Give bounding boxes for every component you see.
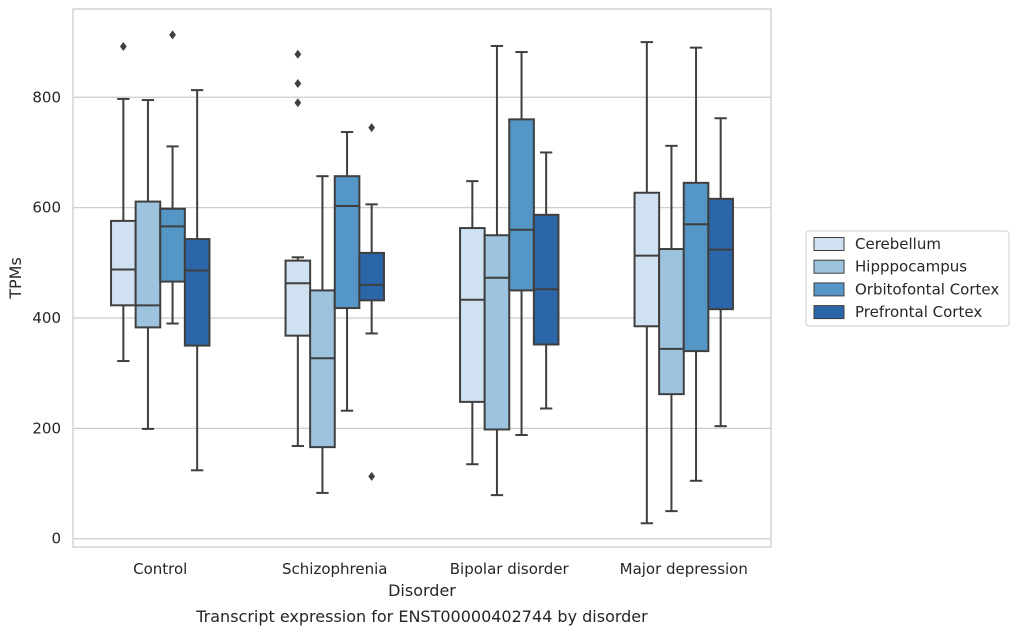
outlier-point [368, 471, 376, 481]
legend-swatch [813, 237, 845, 251]
box-iqr [658, 248, 685, 396]
legend-entry-label: Cerebellum [855, 235, 941, 253]
y-tick-label: 0 [51, 530, 61, 548]
x-axis-label: Disorder [388, 581, 456, 600]
box-plot [183, 89, 211, 472]
legend-entry-label: Orbitofontal Cortex [855, 280, 999, 298]
box-plot [358, 123, 385, 481]
x-tick-label: Control [133, 560, 187, 578]
box-iqr [483, 234, 511, 431]
outlier-point [368, 123, 376, 133]
box-plot [134, 99, 162, 430]
box-plot [459, 180, 486, 466]
legend-entry-label: Hipppocampus [855, 258, 967, 276]
legend-swatch [813, 305, 845, 320]
box-plot [333, 131, 361, 412]
box-iqr [633, 191, 661, 328]
y-tick-label: 800 [32, 88, 61, 106]
legend-swatch [813, 282, 845, 297]
box-plot [483, 44, 511, 497]
legend-entry-label: Prefrontal Cortex [855, 303, 982, 321]
y-tick-label: 600 [32, 199, 61, 217]
legend-frame [805, 230, 1010, 327]
box-iqr [284, 259, 312, 337]
boxes [110, 30, 734, 525]
legend-swatch [813, 259, 845, 274]
chart-caption: Transcript expression for ENST0000040274… [195, 607, 648, 626]
box-plot [508, 51, 535, 436]
x-tick-label: Bipolar disorder [450, 560, 570, 578]
box-iqr [707, 197, 734, 311]
outlier-point [169, 30, 176, 40]
y-tick-label: 200 [32, 419, 61, 437]
outlier-point [294, 78, 302, 88]
box-iqr [508, 118, 535, 292]
y-axis-label: TPMs [6, 257, 25, 300]
outlier-point [294, 49, 302, 59]
legend: Cerebellum Hipppocampus Orbitofontal Corte… [805, 230, 1010, 327]
box-plot [309, 175, 336, 494]
box-iqr [309, 289, 336, 449]
x-tick-labels: Control Schizophrenia Bipolar disorder Majo… [133, 560, 748, 578]
box-plot [682, 46, 710, 482]
plot-frame [72, 8, 772, 548]
box-plot [707, 117, 734, 428]
box-iqr [358, 251, 385, 302]
box-plot [633, 41, 661, 525]
y-tick-label: 400 [32, 309, 61, 327]
box-plot [110, 42, 137, 363]
box-iqr [134, 200, 162, 329]
x-tick-label: Schizophrenia [282, 560, 387, 578]
outlier-point [294, 98, 302, 108]
box-plot [159, 30, 186, 325]
box-iqr [110, 219, 137, 307]
box-iqr [532, 213, 560, 346]
outlier-point [119, 42, 127, 52]
box-iqr [183, 238, 211, 347]
x-tick-label: Major depression [620, 560, 748, 578]
box-plot [284, 49, 312, 448]
box-plot [532, 151, 560, 410]
box-iqr [459, 227, 486, 403]
y-tick-labels: 0 200 400 600 800 [32, 88, 61, 547]
box-iqr [333, 175, 361, 310]
box-plot [658, 144, 685, 513]
box-iqr [159, 207, 186, 283]
box-iqr [682, 181, 710, 353]
